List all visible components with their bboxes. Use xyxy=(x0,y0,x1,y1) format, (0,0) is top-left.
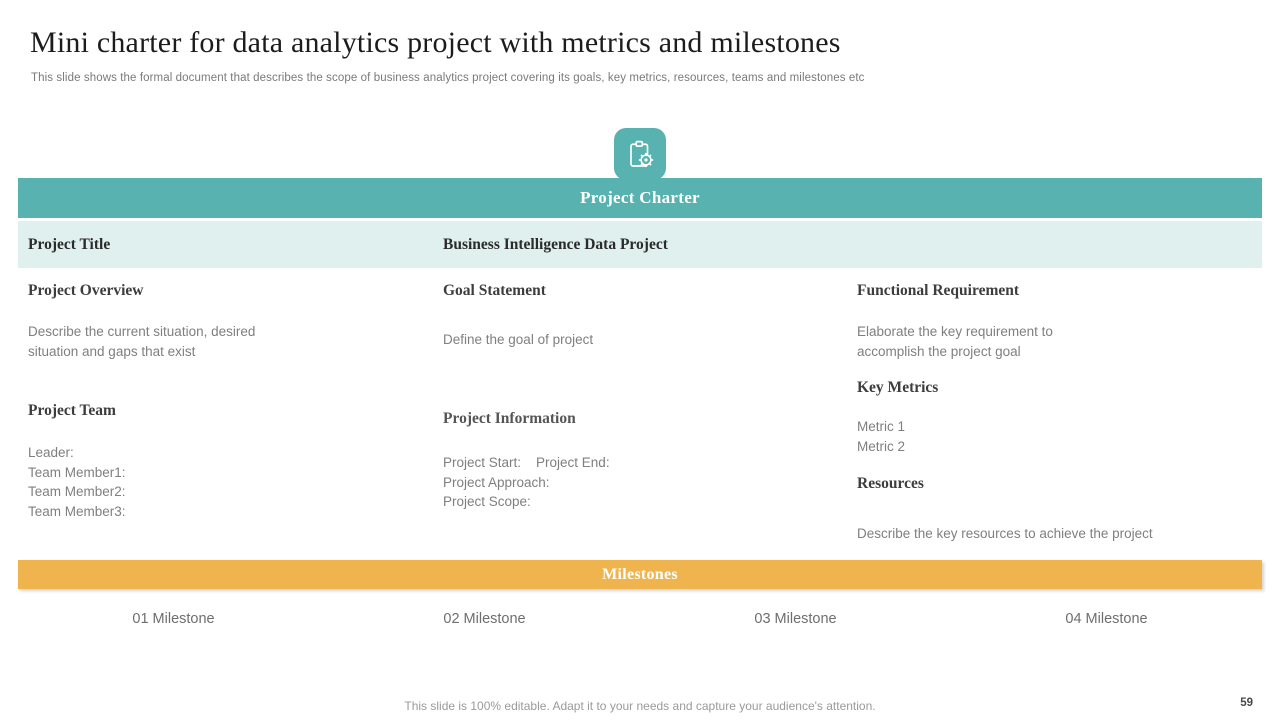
clipboard-gear-icon xyxy=(614,128,666,180)
body-line: Team Member2: xyxy=(28,484,126,499)
body-line: accomplish the project goal xyxy=(857,343,1021,359)
body-line: Metric 1 xyxy=(857,419,906,434)
page-title: Mini charter for data analytics project … xyxy=(30,26,841,59)
body-functional-requirement: Elaborate the key requirement to accompli… xyxy=(857,322,1053,361)
body-line: situation and gaps that exist xyxy=(28,343,196,359)
heading-key-metrics: Key Metrics xyxy=(857,379,939,396)
project-title-value: Business Intelligence Data Project xyxy=(443,235,668,253)
body-project-information: Project Start: Project End: Project Appro… xyxy=(443,453,610,512)
body-project-team: Leader: Team Member1: Team Member2: Team Me… xyxy=(28,443,126,521)
heading-resources: Resources xyxy=(857,475,924,492)
page-number: 59 xyxy=(1240,697,1253,709)
body-goal-statement: Define the goal of project xyxy=(443,330,593,350)
heading-project-information: Project Information xyxy=(443,410,576,427)
heading-functional-requirement: Functional Requirement xyxy=(857,282,1020,299)
page-subtitle: This slide shows the formal document tha… xyxy=(31,72,865,84)
milestone-row: 01 Milestone 02 Milestone 03 Milestone 0… xyxy=(18,606,1262,632)
body-line: Describe the current situation, desired xyxy=(28,324,256,339)
heading-project-overview: Project Overview xyxy=(28,282,144,299)
heading-project-team: Project Team xyxy=(28,402,116,419)
milestone-item-1: 01 Milestone xyxy=(132,611,215,627)
body-line: Project Scope: xyxy=(443,494,531,509)
milestone-item-2: 02 Milestone xyxy=(443,611,526,627)
project-charter-banner: Project Charter xyxy=(18,178,1262,218)
milestone-item-3: 03 Milestone xyxy=(754,611,837,627)
body-key-metrics: Metric 1 Metric 2 xyxy=(857,417,905,456)
project-title-row: Project Title Business Intelligence Data… xyxy=(18,221,1262,268)
body-line: Team Member3: xyxy=(28,503,126,519)
body-line: Define the goal of project xyxy=(443,332,594,347)
heading-goal-statement: Goal Statement xyxy=(443,282,546,299)
body-line: Project Approach: xyxy=(443,474,550,490)
body-line: Describe the key resources to achieve th… xyxy=(857,526,1153,541)
body-line: Team Member1: xyxy=(28,464,126,480)
milestones-banner: Milestones xyxy=(18,560,1262,589)
project-title-label: Project Title xyxy=(28,235,111,253)
body-line: Project Start: Project End: xyxy=(443,455,610,470)
body-line: Leader: xyxy=(28,445,74,460)
footer-note: This slide is 100% editable. Adapt it to… xyxy=(404,699,876,713)
milestone-item-4: 04 Milestone xyxy=(1065,611,1148,627)
body-resources: Describe the key resources to achieve th… xyxy=(857,524,1257,544)
body-line: Metric 2 xyxy=(857,438,906,454)
body-project-overview: Describe the current situation, desired s… xyxy=(28,322,255,361)
body-line: Elaborate the key requirement to xyxy=(857,324,1053,339)
